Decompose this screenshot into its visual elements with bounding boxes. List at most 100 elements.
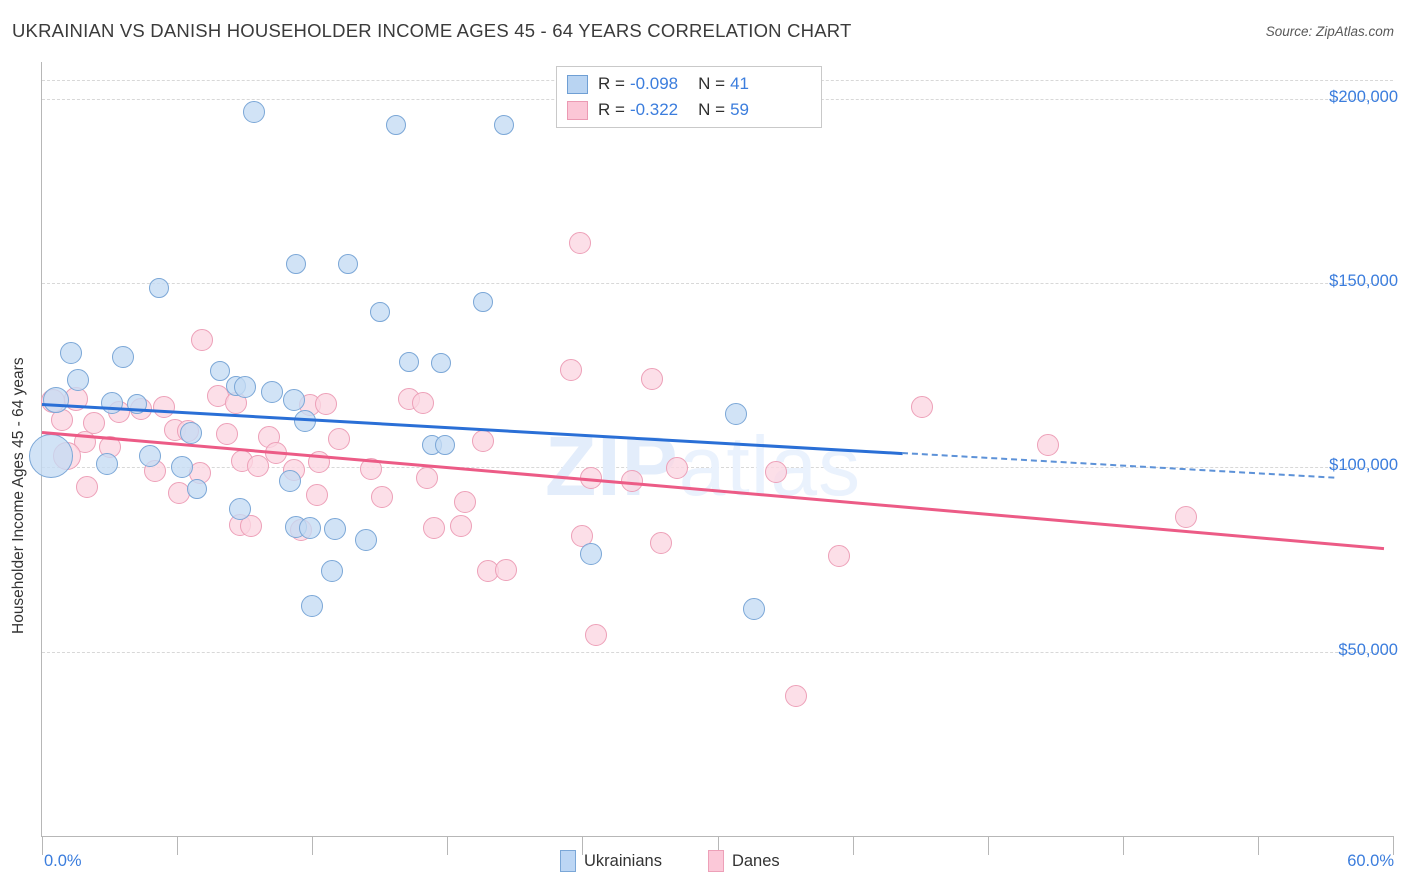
data-point-ukrainians bbox=[435, 434, 456, 455]
x-axis-tick bbox=[1122, 836, 1124, 855]
gridline bbox=[42, 283, 1393, 285]
data-point-ukrainians bbox=[149, 277, 170, 298]
data-point-ukrainians bbox=[338, 253, 359, 274]
data-point-danes bbox=[641, 367, 664, 390]
data-point-ukrainians bbox=[283, 389, 306, 412]
data-point-ukrainians bbox=[209, 360, 230, 381]
data-point-ukrainians bbox=[294, 410, 317, 433]
data-point-danes bbox=[215, 423, 238, 446]
data-point-danes bbox=[454, 491, 477, 514]
data-point-ukrainians bbox=[286, 253, 307, 274]
data-point-danes bbox=[265, 441, 288, 464]
data-point-danes bbox=[560, 358, 583, 381]
data-point-ukrainians bbox=[60, 342, 83, 365]
data-point-danes bbox=[620, 470, 643, 493]
data-point-danes bbox=[76, 475, 99, 498]
danes-r-value: -0.322 bbox=[629, 100, 679, 119]
x-axis-tick bbox=[1393, 836, 1394, 855]
data-point-danes bbox=[305, 484, 328, 507]
data-point-ukrainians bbox=[100, 391, 123, 414]
danes-swatch-icon bbox=[567, 100, 588, 120]
data-point-ukrainians bbox=[385, 114, 406, 135]
data-point-danes bbox=[472, 429, 495, 452]
x-axis-tick bbox=[177, 836, 179, 855]
danes-n-label: N = bbox=[698, 100, 726, 119]
legend-label-danes: Danes bbox=[731, 851, 780, 870]
data-point-danes bbox=[152, 395, 175, 418]
page-title: UKRAINIAN VS DANISH HOUSEHOLDER INCOME A… bbox=[12, 20, 852, 41]
data-point-ukrainians bbox=[29, 433, 73, 478]
data-point-ukrainians bbox=[112, 345, 135, 368]
data-point-danes bbox=[828, 544, 851, 567]
data-point-danes bbox=[765, 460, 788, 483]
data-point-ukrainians bbox=[96, 453, 119, 476]
data-point-danes bbox=[247, 454, 270, 477]
data-point-ukrainians bbox=[742, 597, 765, 620]
data-point-ukrainians bbox=[170, 455, 193, 478]
data-point-ukrainians bbox=[430, 352, 451, 373]
data-point-ukrainians bbox=[260, 380, 283, 403]
y-axis-tick-label: $150,000 bbox=[1329, 272, 1398, 291]
legend-item-danes[interactable]: Danes bbox=[707, 850, 780, 872]
ukrainians-n-label: N = bbox=[698, 74, 726, 93]
data-point-ukrainians bbox=[399, 352, 420, 373]
gridline bbox=[42, 651, 1393, 653]
legend-label-ukrainians: Ukrainians bbox=[584, 851, 662, 870]
data-point-danes bbox=[190, 329, 213, 352]
data-point-danes bbox=[650, 531, 673, 554]
data-point-danes bbox=[240, 514, 263, 537]
y-axis-tick-label: $50,000 bbox=[1338, 640, 1398, 659]
data-point-ukrainians bbox=[301, 594, 324, 617]
data-point-danes bbox=[411, 391, 434, 414]
data-point-ukrainians bbox=[233, 376, 256, 399]
danes-n-value: 59 bbox=[730, 100, 749, 119]
data-point-danes bbox=[449, 514, 472, 537]
ukrainians-legend-swatch-icon bbox=[560, 850, 576, 872]
data-point-ukrainians bbox=[278, 470, 301, 493]
y-axis-title: Householder Income Ages 45 - 64 years bbox=[10, 357, 27, 634]
ukrainians-r-label: R = bbox=[598, 74, 625, 93]
legend-item-ukrainians[interactable]: Ukrainians bbox=[560, 850, 662, 872]
x-axis-tick bbox=[717, 836, 719, 855]
y-axis-tick-label: $100,000 bbox=[1329, 456, 1398, 475]
data-point-ukrainians bbox=[321, 559, 344, 582]
data-point-ukrainians bbox=[580, 543, 603, 566]
source-attribution: Source: ZipAtlas.com bbox=[1265, 24, 1394, 39]
data-point-ukrainians bbox=[42, 387, 69, 414]
data-point-ukrainians bbox=[323, 518, 346, 541]
data-point-danes bbox=[911, 395, 934, 418]
x-axis-tick bbox=[312, 836, 314, 855]
correlation-stats-box: R = -0.098 N = 41 R = -0.322 N = 59 bbox=[556, 66, 822, 128]
data-point-ukrainians bbox=[187, 478, 208, 499]
data-point-danes bbox=[328, 427, 351, 450]
x-axis-tick bbox=[42, 836, 43, 855]
data-point-ukrainians bbox=[369, 301, 390, 322]
data-point-danes bbox=[371, 485, 393, 508]
data-point-ukrainians bbox=[179, 422, 202, 445]
data-point-danes bbox=[569, 231, 592, 254]
data-point-ukrainians bbox=[242, 100, 265, 123]
x-axis-tick bbox=[1257, 836, 1259, 855]
data-point-danes bbox=[73, 431, 96, 454]
data-point-danes bbox=[494, 558, 517, 581]
data-point-danes bbox=[359, 458, 382, 481]
data-point-ukrainians bbox=[355, 529, 378, 552]
data-point-ukrainians bbox=[67, 368, 90, 391]
x-axis-min-label: 0.0% bbox=[44, 852, 82, 870]
data-point-danes bbox=[580, 466, 603, 489]
danes-legend-swatch-icon bbox=[707, 850, 724, 872]
x-axis-max-label: 60.0% bbox=[1347, 852, 1394, 870]
chart-legend: Ukrainians Danes bbox=[560, 850, 780, 872]
data-point-danes bbox=[314, 393, 337, 416]
data-point-ukrainians bbox=[229, 497, 252, 520]
x-axis-tick bbox=[582, 836, 584, 855]
x-axis-tick bbox=[447, 836, 449, 855]
data-point-danes bbox=[785, 684, 808, 707]
danes-r-label: R = bbox=[598, 100, 625, 119]
data-point-danes bbox=[584, 624, 607, 647]
data-point-danes bbox=[1174, 506, 1197, 529]
data-point-danes bbox=[307, 451, 330, 474]
data-point-danes bbox=[416, 467, 439, 490]
data-point-danes bbox=[82, 412, 105, 435]
